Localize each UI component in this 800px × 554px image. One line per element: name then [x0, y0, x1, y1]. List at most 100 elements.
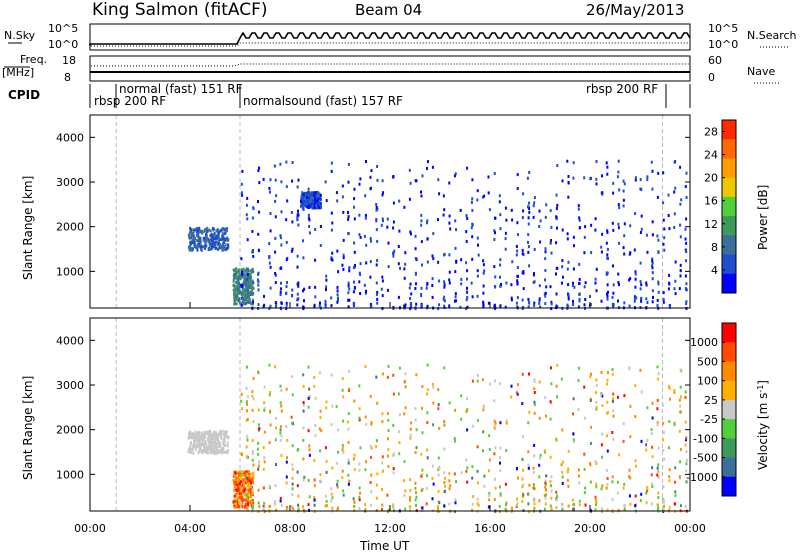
range-gate-cell — [245, 213, 248, 217]
range-gate-cell — [601, 174, 603, 178]
range-gate-cell — [275, 426, 277, 430]
range-gate-cell — [522, 270, 525, 273]
range-gate-cell — [590, 425, 593, 429]
range-gate-cell — [560, 377, 563, 381]
range-gate-cell — [204, 239, 207, 243]
range-gate-cell — [544, 269, 547, 272]
range-gate-cell — [286, 439, 289, 442]
range-gate-cell — [251, 458, 254, 462]
range-gate-cell — [347, 389, 350, 392]
range-gate-cell — [577, 204, 580, 208]
range-gate-cell — [635, 464, 638, 468]
range-gate-cell — [550, 302, 553, 306]
range-gate-cell — [376, 439, 378, 443]
range-gate-cell — [336, 483, 339, 487]
range-gate-cell — [308, 508, 310, 512]
range-gate-cell — [202, 444, 205, 448]
range-gate-cell — [224, 231, 227, 235]
range-gate-cell — [426, 282, 429, 285]
range-gate-cell — [252, 463, 255, 467]
range-gate-cell — [622, 439, 625, 443]
colorbar-swatch — [722, 120, 736, 140]
range-gate-cell — [521, 485, 524, 489]
range-gate-cell — [238, 297, 240, 301]
range-gate-cell — [236, 476, 239, 480]
range-gate-cell — [325, 406, 328, 410]
range-gate-cell — [623, 394, 626, 398]
range-gate-cell — [560, 463, 563, 467]
range-gate-cell — [622, 422, 625, 426]
range-gate-cell — [611, 475, 614, 479]
y-tick-label: 2000 — [56, 424, 84, 437]
range-gate-cell — [291, 288, 294, 292]
range-gate-cell — [612, 409, 614, 413]
range-gate-cell — [352, 301, 355, 305]
range-gate-cell — [280, 210, 283, 214]
range-gate-cell — [279, 236, 282, 240]
range-gate-cell — [483, 484, 486, 488]
range-gate-cell — [268, 261, 271, 265]
range-gate-cell — [302, 373, 305, 377]
range-gate-cell — [589, 441, 592, 445]
range-gate-cell — [244, 487, 247, 491]
range-gate-cell — [397, 245, 400, 248]
range-gate-cell — [471, 379, 474, 383]
y-tick-label: 4000 — [56, 131, 84, 144]
range-gate-cell — [263, 385, 266, 389]
range-gate-cell — [233, 272, 236, 276]
range-gate-cell — [633, 299, 636, 303]
range-gate-cell — [528, 483, 531, 487]
range-gate-cell — [657, 250, 660, 254]
range-gate-cell — [268, 393, 271, 397]
range-gate-cell — [257, 467, 260, 471]
range-gate-cell — [425, 502, 428, 506]
range-gate-cell — [352, 497, 355, 501]
range-gate-cell — [522, 209, 525, 213]
range-gate-cell — [544, 291, 547, 295]
range-gate-cell — [347, 427, 350, 431]
range-gate-cell — [347, 412, 350, 415]
range-gate-cell — [656, 421, 659, 425]
range-gate-cell — [252, 300, 254, 304]
range-gate-cell — [212, 448, 215, 452]
range-gate-cell — [623, 222, 626, 226]
range-gate-cell — [269, 423, 272, 427]
range-gate-cell — [679, 395, 682, 399]
range-gate-cell — [680, 198, 683, 202]
range-gate-cell — [640, 439, 643, 443]
range-gate-cell — [241, 270, 244, 274]
range-gate-cell — [215, 447, 218, 451]
range-gate-cell — [382, 191, 384, 195]
range-gate-cell — [606, 283, 609, 287]
range-gate-cell — [437, 456, 440, 460]
range-gate-cell — [291, 467, 294, 471]
range-gate-cell — [583, 251, 586, 255]
range-gate-cell — [443, 253, 445, 257]
range-gate-cell — [622, 486, 625, 490]
range-gate-cell — [499, 492, 502, 496]
range-gate-cell — [651, 289, 654, 293]
range-gate-cell — [199, 240, 202, 244]
range-gate-cell — [256, 447, 259, 451]
colorbar-swatch — [722, 399, 736, 420]
range-gate-cell — [358, 271, 361, 275]
range-gate-cell — [244, 505, 247, 509]
range-gate-cell — [300, 200, 302, 203]
range-gate-cell — [493, 285, 496, 288]
range-gate-cell — [246, 473, 249, 477]
range-gate-cell — [657, 506, 660, 510]
range-gate-cell — [482, 449, 484, 453]
range-gate-cell — [521, 402, 524, 406]
range-gate-cell — [279, 499, 282, 503]
range-gate-cell — [233, 302, 236, 306]
range-gate-cell — [543, 507, 546, 511]
range-gate-cell — [409, 436, 412, 440]
range-gate-cell — [238, 301, 241, 305]
range-gate-cell — [499, 227, 502, 231]
range-gate-cell — [200, 438, 203, 442]
range-gate-cell — [517, 233, 519, 237]
range-gate-cell — [555, 506, 558, 510]
range-gate-cell — [336, 285, 339, 289]
range-gate-cell — [206, 437, 209, 441]
